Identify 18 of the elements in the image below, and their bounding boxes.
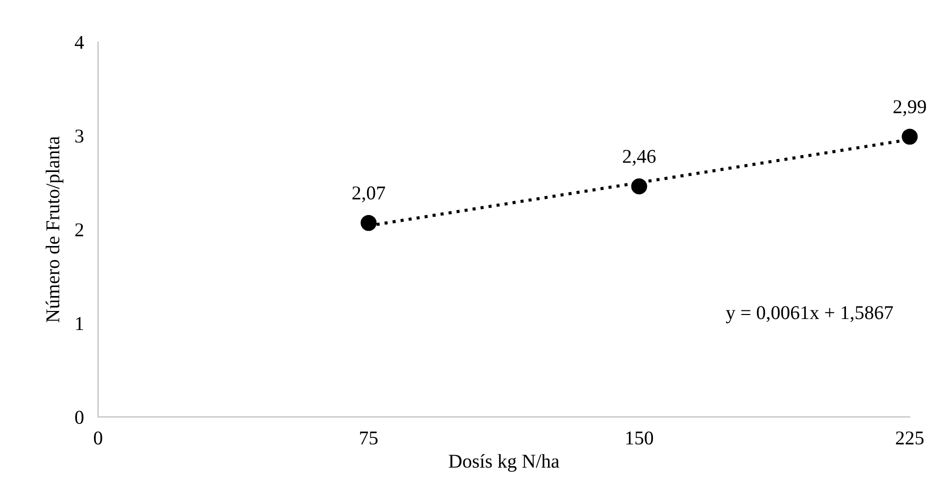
x-tick-label: 0	[94, 431, 102, 445]
point	[360, 214, 377, 231]
y-tick-label: 3	[75, 130, 84, 143]
y-tick-label: 4	[74, 36, 84, 49]
annotation: y = 0,0061x + 1,5867	[726, 306, 893, 324]
data-label: 2,99	[894, 100, 926, 116]
y-axis-title: Número de Fruto/planta	[46, 136, 64, 322]
x-tick-label: 150	[626, 431, 654, 445]
point	[902, 128, 918, 145]
y-tick-label: 0	[75, 410, 84, 424]
point	[631, 178, 648, 194]
x-axis-title: Dosís kg N/ha	[448, 454, 560, 472]
data-label: 2,07	[352, 186, 386, 202]
x-tick-label: 75	[360, 432, 378, 445]
y-tick-label: 1	[76, 317, 84, 330]
x-tick-label: 225	[896, 431, 924, 445]
y-tick-label: 2	[75, 223, 84, 236]
data-label: 2,46	[623, 150, 656, 166]
